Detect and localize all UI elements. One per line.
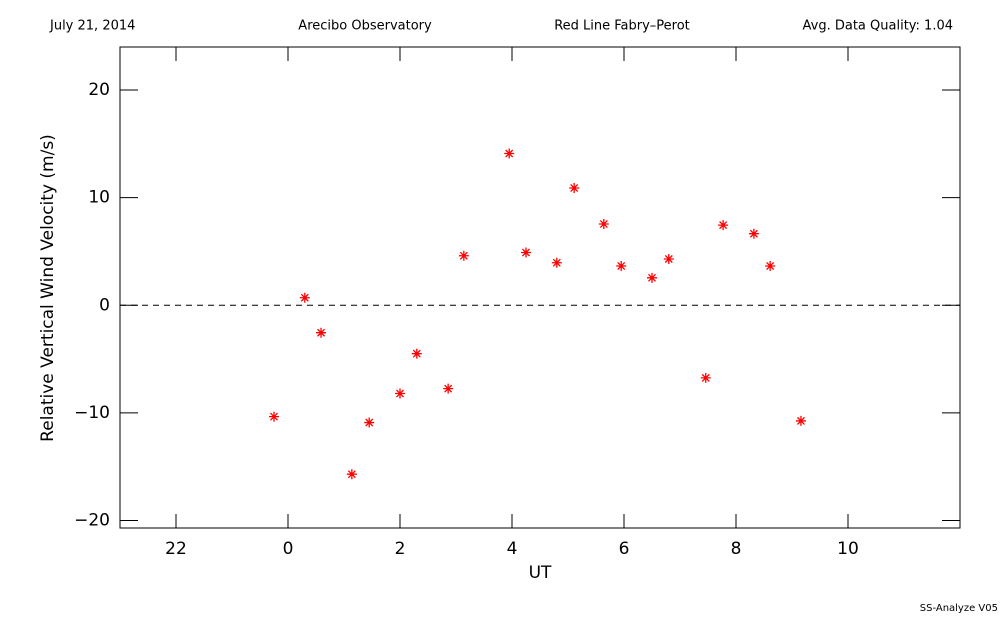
x-tick-label: 4 xyxy=(507,539,518,559)
y-tick-label: 10 xyxy=(88,188,110,208)
x-axis-label: UT xyxy=(529,563,552,583)
y-tick-label: 0 xyxy=(99,295,110,315)
data-point xyxy=(395,388,405,399)
site: Arecibo Observatory xyxy=(298,19,432,34)
x-tick-label: 2 xyxy=(395,539,406,559)
data-point xyxy=(598,219,609,230)
data-point xyxy=(411,348,422,359)
data-point xyxy=(718,220,729,231)
data-point xyxy=(364,417,375,428)
data-point xyxy=(269,411,279,422)
plot-frame xyxy=(119,46,961,529)
data-point xyxy=(504,148,515,159)
data-point xyxy=(569,182,580,193)
y-axis-label: Relative Vertical Wind Velocity (m/s) xyxy=(38,134,58,442)
y-tick-label: −20 xyxy=(74,510,110,530)
quality: Avg. Data Quality: 1.04 xyxy=(803,19,953,34)
instrument: Red Line Fabry–Perot xyxy=(554,19,690,34)
x-tick-label: 10 xyxy=(837,539,859,559)
y-tick-label: −10 xyxy=(74,403,110,423)
data-point xyxy=(616,260,627,271)
data-point xyxy=(647,272,657,283)
data-point xyxy=(551,257,562,268)
x-tick-label: 22 xyxy=(165,539,187,559)
x-tick-label: 6 xyxy=(619,539,630,559)
y-tick-label: 20 xyxy=(88,80,110,100)
data-point xyxy=(795,415,806,426)
data-point xyxy=(700,372,711,383)
footer: SS-Analyze V05 xyxy=(920,603,998,614)
data-point xyxy=(663,253,674,264)
data-point xyxy=(765,260,776,271)
data-point xyxy=(316,327,327,338)
x-tick-label: 8 xyxy=(731,539,742,559)
data-point xyxy=(299,292,310,303)
date: July 21, 2014 xyxy=(49,19,135,34)
data-point xyxy=(458,250,469,261)
data-point xyxy=(521,247,531,258)
data-point xyxy=(748,228,759,239)
data-point xyxy=(443,383,454,394)
x-tick-label: 0 xyxy=(283,539,294,559)
data-point xyxy=(346,469,357,480)
